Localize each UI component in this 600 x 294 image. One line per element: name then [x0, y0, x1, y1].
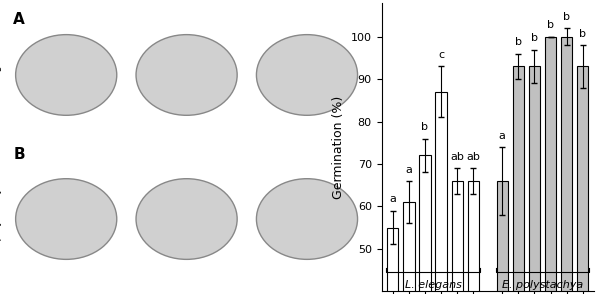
Text: L. elegans: L. elegans [404, 280, 461, 290]
Text: ab: ab [466, 152, 480, 162]
Text: a: a [389, 194, 396, 204]
Circle shape [256, 35, 358, 115]
Text: E. polystachya: E. polystachya [0, 181, 2, 252]
Bar [497, 181, 508, 294]
Circle shape [16, 35, 117, 115]
Bar [387, 228, 398, 294]
Text: b: b [563, 12, 570, 22]
Bar [529, 66, 540, 294]
Bar [561, 37, 572, 294]
Text: c: c [438, 50, 444, 60]
Text: a: a [499, 131, 506, 141]
Text: a: a [406, 165, 412, 175]
Text: L. elegans: L. elegans [0, 47, 2, 97]
Bar [419, 156, 431, 294]
Bar [452, 181, 463, 294]
Bar [403, 202, 415, 294]
Text: ab: ab [450, 152, 464, 162]
Bar [545, 37, 556, 294]
Bar [513, 66, 524, 294]
Circle shape [136, 35, 237, 115]
Circle shape [136, 179, 237, 259]
Text: B: B [13, 147, 25, 162]
Text: A: A [13, 11, 25, 26]
Circle shape [256, 179, 358, 259]
Text: b: b [421, 122, 428, 132]
Bar [436, 92, 447, 294]
Bar [467, 181, 479, 294]
Text: b: b [531, 33, 538, 43]
Bar [577, 66, 589, 294]
Circle shape [16, 179, 117, 259]
Text: b: b [547, 21, 554, 31]
Y-axis label: Germination (%): Germination (%) [332, 95, 345, 199]
Text: E. polystachya: E. polystachya [502, 280, 583, 290]
Text: b: b [515, 37, 522, 47]
Text: b: b [579, 29, 586, 39]
